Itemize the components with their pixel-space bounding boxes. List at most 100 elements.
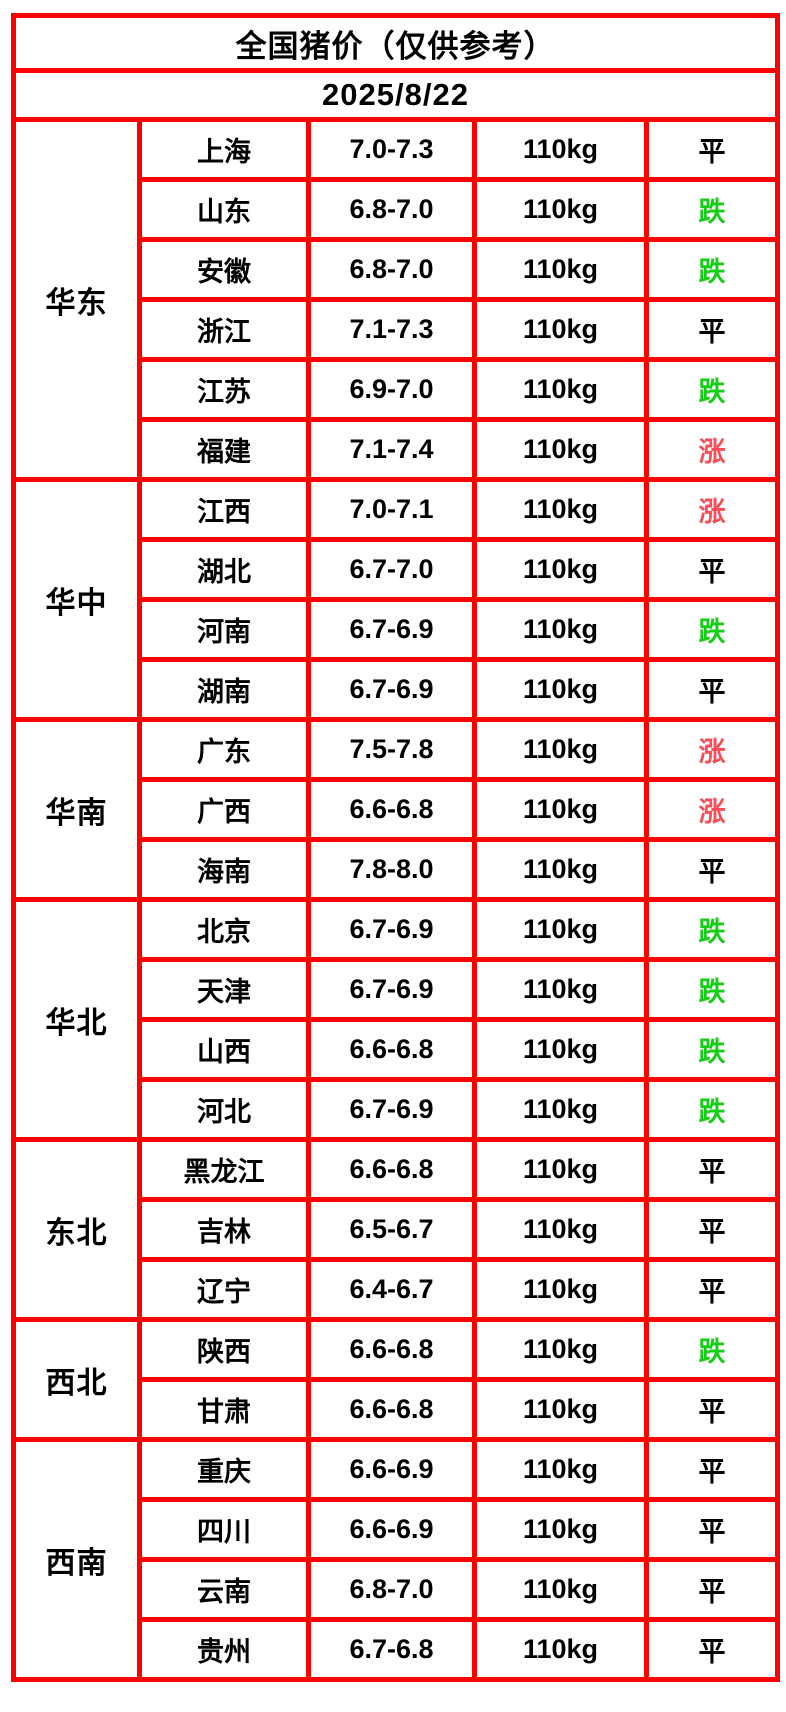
price-cell: 6.7-6.9 [306, 1077, 477, 1142]
province-cell: 陕西 [137, 1317, 311, 1382]
price-cell: 6.8-7.0 [306, 177, 477, 242]
province-cell: 广西 [137, 777, 311, 842]
province-cell: 广东 [137, 717, 311, 782]
weight-cell: 110kg [472, 537, 649, 602]
trend-cell: 跌 [644, 357, 780, 422]
trend-cell: 平 [644, 1437, 780, 1502]
trend-cell: 平 [644, 837, 780, 902]
table-row: 海南 7.8-8.0 110kg 平 [14, 837, 780, 902]
table-row: 西南 重庆 6.6-6.9 110kg 平 [11, 1437, 780, 1682]
price-cell: 7.0-7.1 [306, 477, 477, 542]
trend-cell: 平 [644, 117, 780, 182]
weight-cell: 110kg [472, 657, 649, 722]
price-cell: 6.9-7.0 [306, 357, 477, 422]
weight-cell: 110kg [472, 417, 649, 482]
table-row: 华南 广东 7.5-7.8 110kg 涨 [11, 717, 780, 902]
table-row: 吉林 6.5-6.7 110kg 平 [14, 1197, 780, 1262]
table-row: 安徽 6.8-7.0 110kg 跌 [14, 237, 780, 302]
trend-cell: 涨 [644, 417, 780, 482]
price-cell: 6.7-6.9 [306, 957, 477, 1022]
region-cell: 东北 [11, 1137, 142, 1322]
price-cell: 6.7-6.8 [306, 1617, 477, 1682]
title-row: 全国猪价（仅供参考） [11, 13, 780, 73]
table-row: 天津 6.7-6.9 110kg 跌 [14, 957, 780, 1022]
trend-cell: 涨 [644, 717, 780, 782]
province-cell: 甘肃 [137, 1377, 311, 1442]
price-cell: 6.7-7.0 [306, 537, 477, 602]
weight-cell: 110kg [472, 717, 649, 782]
trend-cell: 平 [644, 657, 780, 722]
province-cell: 河南 [137, 597, 311, 662]
price-cell: 6.7-6.9 [306, 657, 477, 722]
province-cell: 江苏 [137, 357, 311, 422]
price-cell: 6.6-6.8 [306, 777, 477, 842]
table-row: 湖北 6.7-7.0 110kg 平 [14, 537, 780, 602]
trend-cell: 跌 [644, 897, 780, 962]
weight-cell: 110kg [472, 297, 649, 362]
trend-cell: 跌 [644, 1317, 780, 1382]
trend-cell: 平 [644, 1497, 780, 1562]
price-cell: 6.6-6.8 [306, 1377, 477, 1442]
province-cell: 山西 [137, 1017, 311, 1082]
province-cell: 四川 [137, 1497, 311, 1562]
price-cell: 6.8-7.0 [306, 1557, 477, 1622]
table-row: 四川 6.6-6.9 110kg 平 [14, 1497, 780, 1562]
weight-cell: 110kg [472, 777, 649, 842]
trend-cell: 涨 [644, 477, 780, 542]
weight-cell: 110kg [472, 1257, 649, 1322]
weight-cell: 110kg [472, 1437, 649, 1502]
table-row: 湖南 6.7-6.9 110kg 平 [14, 657, 780, 722]
province-cell: 海南 [137, 837, 311, 902]
province-cell: 重庆 [137, 1437, 311, 1502]
trend-cell: 跌 [644, 177, 780, 242]
weight-cell: 110kg [472, 837, 649, 902]
trend-cell: 跌 [644, 597, 780, 662]
trend-cell: 平 [644, 1197, 780, 1262]
weight-cell: 110kg [472, 1137, 649, 1202]
province-cell: 辽宁 [137, 1257, 311, 1322]
date-row: 2025/8/22 [11, 68, 780, 122]
table-title: 全国猪价（仅供参考） [11, 13, 780, 73]
province-cell: 湖北 [137, 537, 311, 602]
table-row: 贵州 6.7-6.8 110kg 平 [14, 1617, 780, 1682]
weight-cell: 110kg [472, 357, 649, 422]
trend-cell: 平 [644, 1557, 780, 1622]
weight-cell: 110kg [472, 1317, 649, 1382]
weight-cell: 110kg [472, 1497, 649, 1562]
price-cell: 7.8-8.0 [306, 837, 477, 902]
table-date: 2025/8/22 [11, 68, 780, 122]
province-cell: 云南 [137, 1557, 311, 1622]
weight-cell: 110kg [472, 1557, 649, 1622]
table-row: 华中 江西 7.0-7.1 110kg 涨 [11, 477, 780, 722]
price-cell: 7.1-7.3 [306, 297, 477, 362]
weight-cell: 110kg [472, 117, 649, 182]
price-cell: 6.7-6.9 [306, 597, 477, 662]
table-row: 西北 陕西 6.6-6.8 110kg 跌 [11, 1317, 780, 1442]
table-row: 云南 6.8-7.0 110kg 平 [14, 1557, 780, 1622]
weight-cell: 110kg [472, 477, 649, 542]
price-cell: 7.0-7.3 [306, 117, 477, 182]
price-cell: 6.6-6.8 [306, 1137, 477, 1202]
trend-cell: 跌 [644, 1017, 780, 1082]
province-cell: 北京 [137, 897, 311, 962]
price-cell: 6.6-6.9 [306, 1437, 477, 1502]
trend-cell: 平 [644, 297, 780, 362]
table-row: 河北 6.7-6.9 110kg 跌 [14, 1077, 780, 1142]
province-cell: 上海 [137, 117, 311, 182]
table-row: 浙江 7.1-7.3 110kg 平 [14, 297, 780, 362]
region-cell: 华中 [11, 477, 142, 722]
province-cell: 天津 [137, 957, 311, 1022]
weight-cell: 110kg [472, 177, 649, 242]
price-cell: 6.8-7.0 [306, 237, 477, 302]
weight-cell: 110kg [472, 957, 649, 1022]
price-cell: 6.6-6.8 [306, 1017, 477, 1082]
price-cell: 6.5-6.7 [306, 1197, 477, 1262]
weight-cell: 110kg [472, 1197, 649, 1262]
region-cell: 西北 [11, 1317, 142, 1442]
trend-cell: 平 [644, 1377, 780, 1442]
table-row: 福建 7.1-7.4 110kg 涨 [14, 417, 780, 482]
table-row: 山西 6.6-6.8 110kg 跌 [14, 1017, 780, 1082]
province-cell: 安徽 [137, 237, 311, 302]
region-cell: 西南 [11, 1437, 142, 1682]
table-row: 辽宁 6.4-6.7 110kg 平 [14, 1257, 780, 1322]
